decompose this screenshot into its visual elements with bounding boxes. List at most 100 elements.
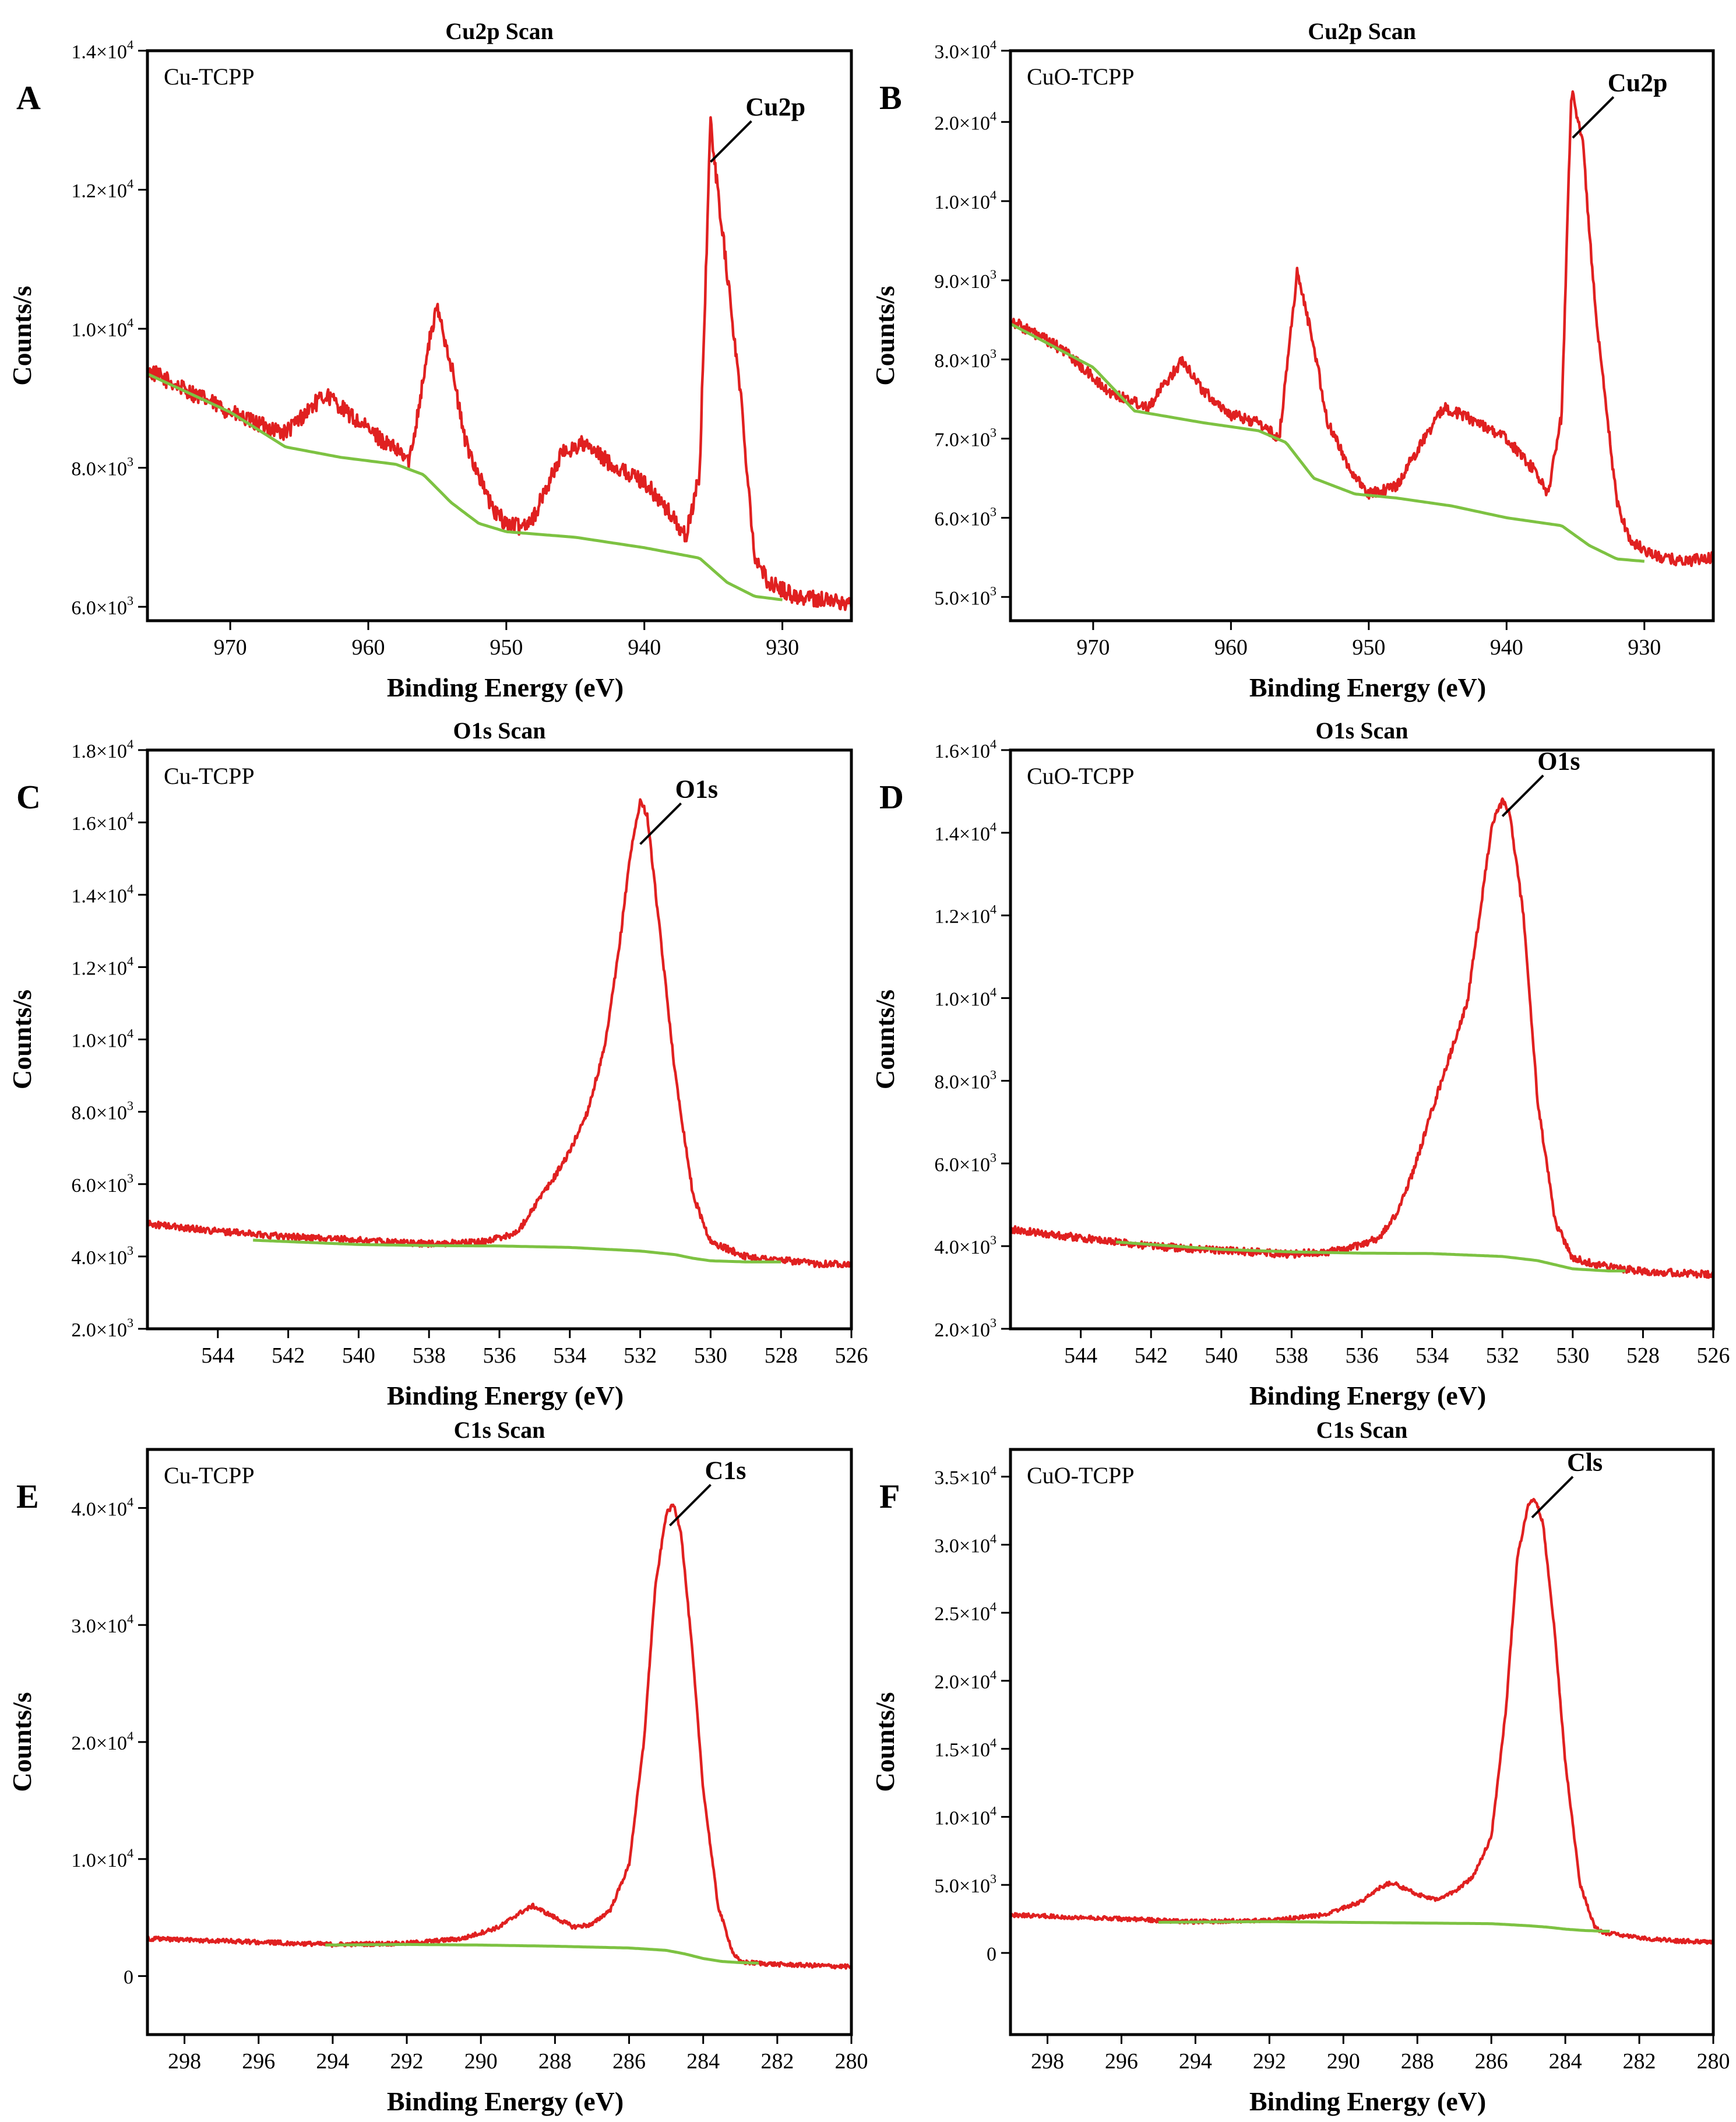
background-series-line <box>253 1238 781 1264</box>
y-tick-label: 2.0×103 <box>934 1315 996 1341</box>
chart-panel-E: C1s Scan E Cu-TCPP Binding Energy (eV) Count… <box>7 1417 868 2116</box>
y-tick-label: 9.0×103 <box>934 267 996 293</box>
x-tick-label: 530 <box>1556 1343 1589 1368</box>
background-series-line <box>1158 1920 1610 1933</box>
panels-container: Cu2p Scan A Cu-TCPP Binding Energy (eV) Coun… <box>7 18 1730 2116</box>
y-tick-label: 1.0×104 <box>71 1846 133 1871</box>
y-tick-label: 6.0×103 <box>71 593 133 619</box>
x-tick-label: 526 <box>835 1343 868 1368</box>
spectrum-series-line <box>1010 90 1713 568</box>
plot-frame <box>146 1448 853 2036</box>
y-axis-label: Counts/s <box>7 1692 37 1792</box>
y-tick-label: 3.0×104 <box>71 1611 133 1637</box>
x-tick-label: 284 <box>1549 2049 1582 2074</box>
x-tick-label: 288 <box>538 2049 572 2074</box>
x-tick-label: 294 <box>1179 2049 1212 2074</box>
y-tick-label: 5.0×103 <box>934 1871 996 1897</box>
chart-panel-A: Cu2p Scan A Cu-TCPP Binding Energy (eV) Coun… <box>7 18 853 702</box>
x-tick-label: 950 <box>1352 635 1385 660</box>
x-axis-label: Binding Energy (eV) <box>387 2086 624 2116</box>
x-tick-label: 290 <box>1327 2049 1360 2074</box>
sample-label: Cu-TCPP <box>164 1462 255 1488</box>
y-tick-label: 2.0×104 <box>71 1729 133 1754</box>
chart-title: C1s Scan <box>1316 1417 1408 1443</box>
plot-frame <box>1009 748 1715 1331</box>
x-tick-label: 282 <box>760 2049 794 2074</box>
x-tick-label: 544 <box>1064 1343 1097 1368</box>
chart-title: Cu2p Scan <box>445 18 554 44</box>
spectrum-series-line <box>147 1503 851 1970</box>
peak-annotation-leader <box>1501 775 1544 817</box>
y-tick-label: 1.2×104 <box>71 953 133 979</box>
y-tick-label: 5.0×103 <box>934 583 996 609</box>
y-tick-label: 6.0×103 <box>934 504 996 530</box>
x-tick-label: 536 <box>483 1343 516 1368</box>
chart-panel-D: O1s Scan D CuO-TCPP Binding Energy (eV) Coun… <box>870 717 1730 1410</box>
y-tick-label: 1.4×104 <box>71 881 133 907</box>
x-tick-label: 540 <box>342 1343 375 1368</box>
panel-label: E <box>16 1477 39 1515</box>
x-tick-label: 534 <box>1415 1343 1449 1368</box>
x-tick-label: 538 <box>1275 1343 1308 1368</box>
y-tick-label: 1.0×104 <box>934 985 996 1011</box>
y-tick-label: 1.0×104 <box>934 188 996 213</box>
chart-panel-C: O1s Scan C Cu-TCPP Binding Energy (eV) Count… <box>7 717 868 1410</box>
y-tick-label: 2.0×104 <box>934 1667 996 1693</box>
sample-label: Cu-TCPP <box>164 64 255 90</box>
x-tick-label: 532 <box>1486 1343 1519 1368</box>
y-tick-label: 0 <box>124 1967 133 1989</box>
y-axis-label: Counts/s <box>870 286 900 385</box>
sample-label: Cu-TCPP <box>164 763 255 789</box>
x-tick-label: 950 <box>490 635 523 660</box>
x-axis-label: Binding Energy (eV) <box>1249 1381 1486 1410</box>
x-tick-label: 294 <box>316 2049 349 2074</box>
sample-label: CuO-TCPP <box>1027 1462 1135 1488</box>
panel-label: D <box>879 778 904 816</box>
peak-annotation-label: O1s <box>675 775 718 803</box>
peak-annotation-leader <box>1572 96 1615 139</box>
chart-panel-F: C1s Scan F CuO-TCPP Binding Energy (eV) Coun… <box>870 1417 1730 2116</box>
plot-frame <box>146 49 853 622</box>
y-tick-label: 1.8×104 <box>71 737 133 762</box>
y-tick-label: 2.0×103 <box>71 1315 133 1341</box>
y-tick-label: 3.0×104 <box>934 1531 996 1557</box>
x-tick-label: 288 <box>1401 2049 1434 2074</box>
y-tick-label: 4.0×104 <box>71 1494 133 1520</box>
peak-annotation-leader <box>669 1484 712 1526</box>
x-axis-label: Binding Energy (eV) <box>1249 2086 1486 2116</box>
y-tick-label: 7.0×103 <box>934 425 996 451</box>
x-tick-label: 544 <box>201 1343 234 1368</box>
x-axis-label: Binding Energy (eV) <box>387 673 624 702</box>
x-tick-label: 296 <box>1105 2049 1138 2074</box>
x-tick-label: 298 <box>168 2049 201 2074</box>
x-tick-label: 970 <box>1076 635 1110 660</box>
panel-label: B <box>879 79 902 117</box>
x-tick-label: 542 <box>1135 1343 1168 1368</box>
x-tick-label: 960 <box>351 635 385 660</box>
background-series-line <box>147 372 783 601</box>
plot-frame <box>146 748 853 1331</box>
x-tick-label: 280 <box>1697 2049 1730 2074</box>
x-tick-label: 536 <box>1346 1343 1379 1368</box>
x-tick-label: 282 <box>1623 2049 1656 2074</box>
y-tick-label: 4.0×103 <box>71 1243 133 1269</box>
chart-title: Cu2p Scan <box>1308 18 1416 44</box>
y-axis-label: Counts/s <box>870 990 900 1089</box>
sample-label: CuO-TCPP <box>1027 64 1135 90</box>
peak-annotation-leader <box>1531 1476 1574 1519</box>
x-tick-label: 960 <box>1214 635 1248 660</box>
y-tick-label: 1.0×104 <box>71 315 133 341</box>
y-tick-label: 8.0×103 <box>71 455 133 480</box>
x-tick-label: 538 <box>413 1343 446 1368</box>
y-tick-label: 2.5×104 <box>934 1599 996 1625</box>
y-tick-label: 1.2×104 <box>934 902 996 928</box>
y-tick-label: 6.0×103 <box>934 1150 996 1176</box>
x-tick-label: 526 <box>1697 1343 1730 1368</box>
y-axis-label: Counts/s <box>7 990 37 1089</box>
x-tick-label: 280 <box>835 2049 868 2074</box>
chart-title: O1s Scan <box>453 717 546 744</box>
x-tick-label: 290 <box>464 2049 498 2074</box>
x-tick-label: 528 <box>1626 1343 1660 1368</box>
spectrum-series-line <box>147 116 851 611</box>
y-tick-label: 1.0×104 <box>71 1026 133 1052</box>
